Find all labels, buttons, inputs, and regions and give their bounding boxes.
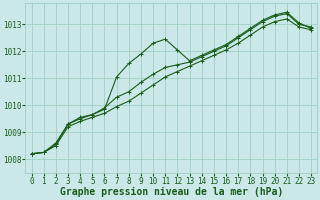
X-axis label: Graphe pression niveau de la mer (hPa): Graphe pression niveau de la mer (hPa) [60, 187, 283, 197]
